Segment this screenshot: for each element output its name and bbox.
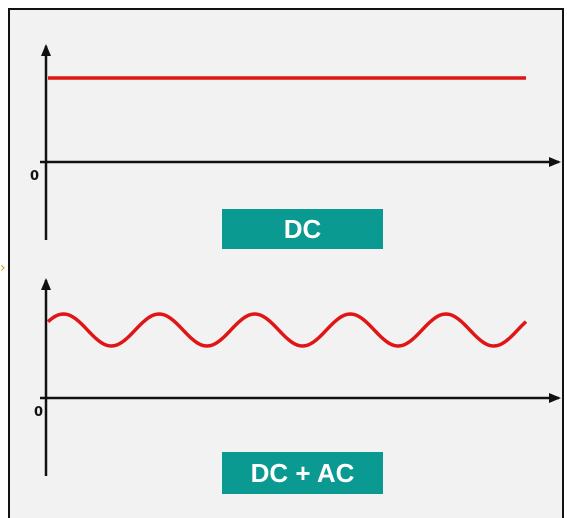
dc-ac-panel: 0 DC + AC [34,278,561,494]
side-mark: › [0,260,6,276]
dc-ac-zero-label: 0 [34,405,43,420]
dc-caption: DC [284,214,322,244]
dc-ac-caption: DC + AC [251,458,355,488]
dc-zero-label: 0 [30,169,39,184]
dc-ac-caption-box [222,452,383,494]
dc-ac-signal-wave [46,312,528,348]
diagram-frame [8,8,564,518]
dc-caption-box [222,209,383,249]
dc-panel: 0 DC [30,44,561,249]
